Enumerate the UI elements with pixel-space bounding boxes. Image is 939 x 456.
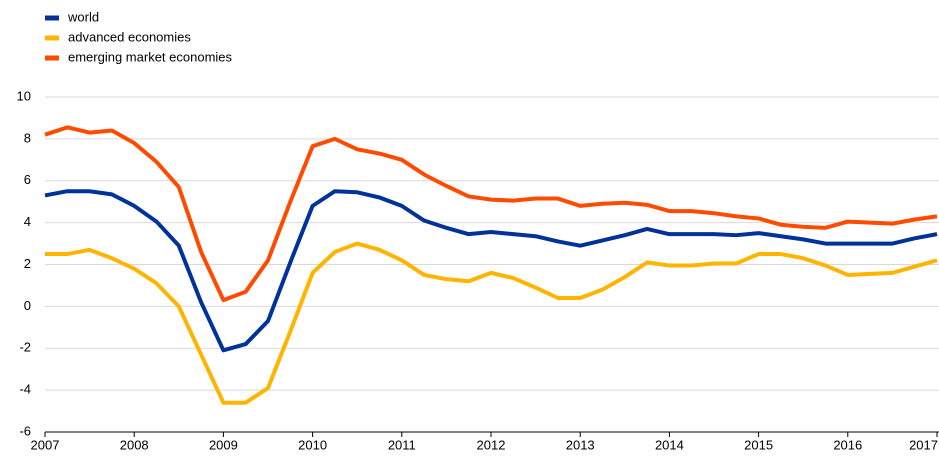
series-line [44,189,938,353]
legend-label: advanced economies [68,29,191,44]
legend-label: world [67,9,99,24]
x-tick-label: 2016 [833,437,862,452]
x-tick-label: 2011 [388,437,416,452]
y-tick-label: 0 [24,298,31,313]
y-tick-label: 10 [17,88,31,103]
x-tick-label: 2010 [298,437,327,452]
y-tick-label: 4 [24,214,31,229]
legend-swatch [45,15,59,21]
y-tick-label: 8 [24,130,31,145]
x-tick-label: 2014 [655,437,684,452]
y-tick-label: 2 [24,256,31,271]
x-tick-label: 2007 [31,437,60,452]
y-tick-label: -6 [19,423,31,438]
series-line [44,125,938,303]
y-tick-label: 6 [24,172,31,187]
x-tick-label: 2013 [566,437,595,452]
x-tick-label: 2009 [209,437,238,452]
x-tick-label: 2012 [477,437,506,452]
series-line [45,241,938,405]
x-tick-label: 2015 [744,437,773,452]
y-tick-label: -2 [19,340,31,355]
y-tick-label: -4 [19,382,31,397]
legend-swatch [45,55,59,61]
x-tick-label: 2008 [120,437,149,452]
legend-swatch [45,35,59,41]
legend-label: emerging market economies [68,49,233,64]
x-tick-label: 2017 [909,437,938,452]
